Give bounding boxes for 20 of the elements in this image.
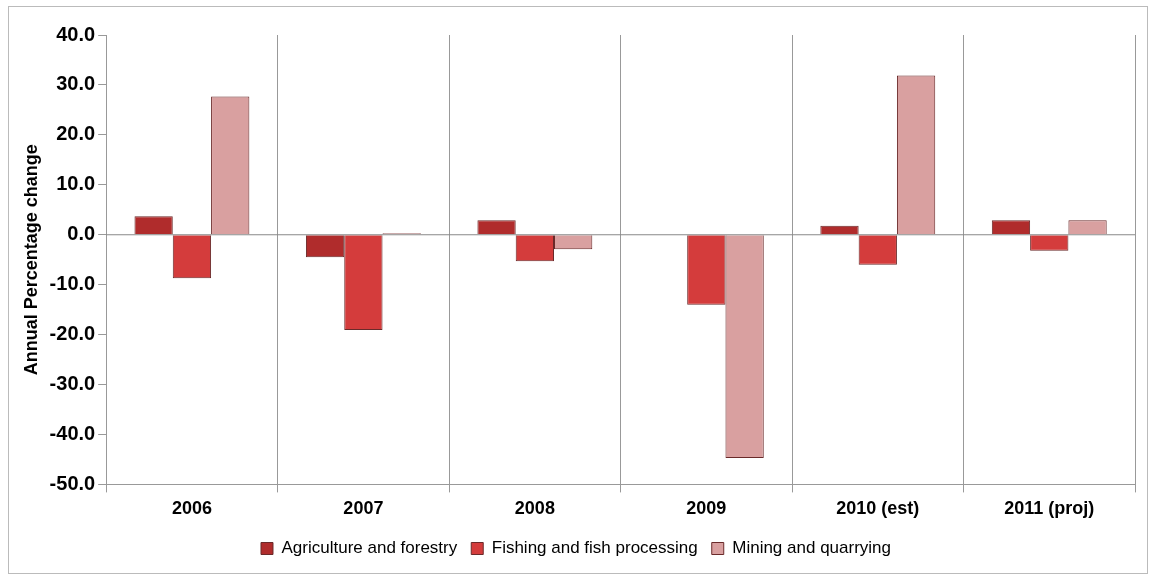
y-tick-label: -40.0 (49, 421, 96, 444)
y-tick-label: -10.0 (49, 272, 96, 295)
y-tick-label: 10.0 (56, 172, 96, 195)
y-tick-label: -20.0 (49, 322, 96, 345)
y-tick-label: -30.0 (49, 372, 96, 395)
legend-label: Mining and quarrying (732, 538, 892, 558)
y-tick-label: 0.0 (67, 222, 96, 245)
x-tick-label: 2007 (343, 498, 384, 519)
x-tick-label: 2008 (514, 498, 555, 519)
x-tick-label: 2011 (proj) (1004, 498, 1095, 519)
legend-label: Agriculture and forestry (281, 538, 458, 558)
y-axis-title: Annual Percentage change (20, 144, 41, 376)
y-tick-label: 30.0 (56, 72, 96, 95)
x-tick-label: 2010 (est) (836, 498, 920, 519)
y-tick-label: -50.0 (49, 471, 96, 494)
x-tick-label: 2006 (171, 498, 212, 519)
y-tick-label: 20.0 (56, 122, 96, 145)
x-tick-label: 2009 (686, 498, 727, 519)
legend-label: Fishing and fish processing (491, 538, 698, 558)
y-tick-label: 40.0 (56, 22, 96, 45)
